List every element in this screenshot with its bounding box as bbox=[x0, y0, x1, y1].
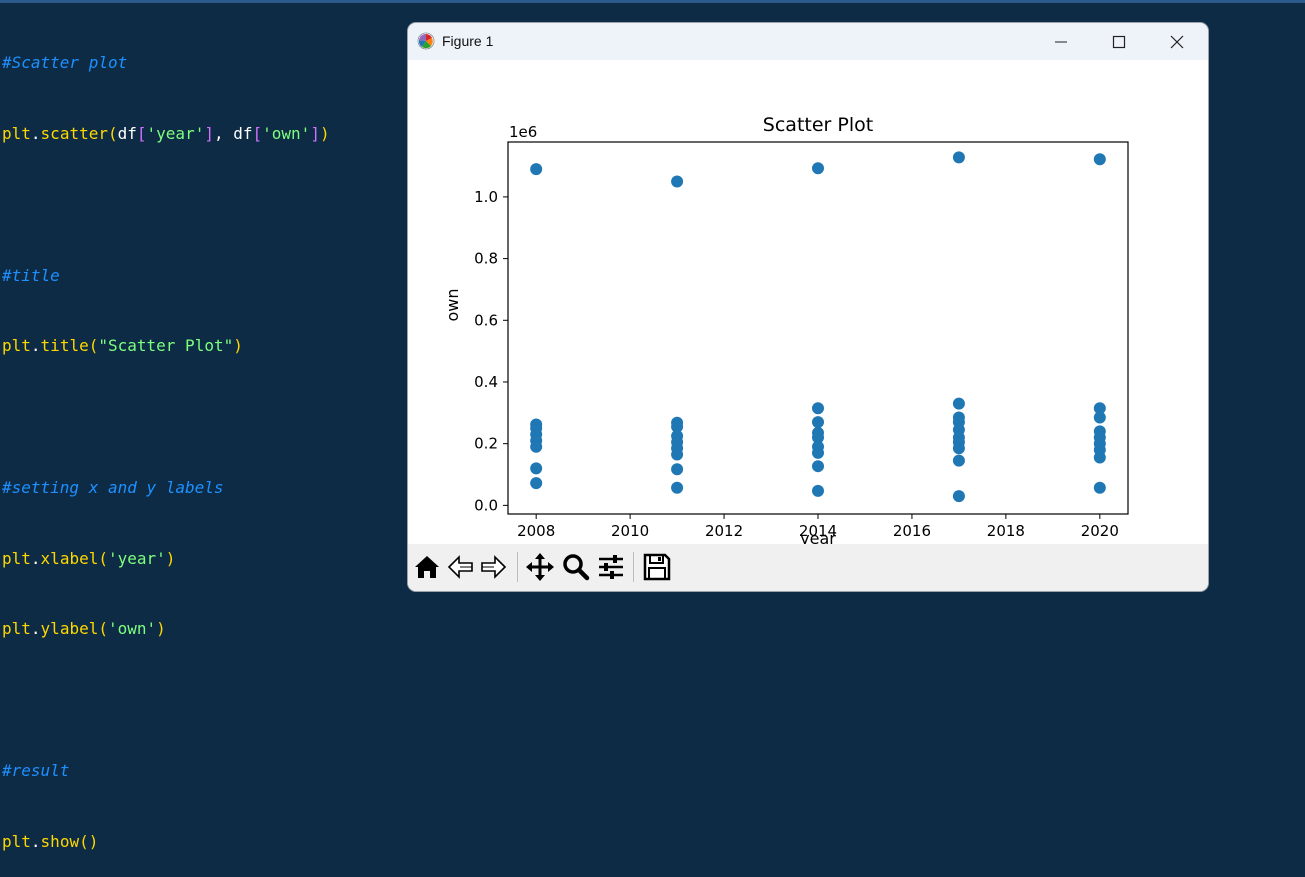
home-icon bbox=[415, 556, 439, 578]
scatter-point bbox=[812, 446, 824, 459]
scatter-point bbox=[812, 402, 824, 415]
scatter-point bbox=[671, 420, 684, 433]
close-icon bbox=[1170, 35, 1184, 49]
code-line bbox=[0, 193, 400, 217]
scatter-point bbox=[812, 431, 824, 444]
title-bar[interactable]: Figure 1 bbox=[408, 23, 1208, 60]
plot-canvas[interactable]: Scatter Plot 1e6 year own 2008 2010 2012 20… bbox=[408, 60, 1208, 544]
scatter-point bbox=[671, 448, 684, 461]
scatter-point bbox=[530, 477, 543, 490]
scatter-point bbox=[952, 490, 965, 503]
scatter-point bbox=[530, 462, 543, 475]
scatter-point bbox=[530, 440, 543, 453]
scatter-point bbox=[1093, 411, 1106, 424]
forward-button[interactable] bbox=[478, 552, 508, 582]
scatter-point bbox=[1093, 481, 1106, 494]
scatter-point bbox=[952, 442, 965, 455]
code-line: #title bbox=[2, 265, 60, 285]
scatter-point bbox=[671, 463, 684, 476]
scatter-point bbox=[812, 416, 824, 429]
y-tick-label: 1.0 bbox=[474, 188, 498, 206]
forward-icon bbox=[481, 555, 507, 579]
y-tick-label: 0.4 bbox=[474, 373, 498, 391]
minimize-icon bbox=[1055, 41, 1067, 43]
y-tick-label: 0.6 bbox=[474, 311, 498, 329]
code-line: #result bbox=[2, 761, 70, 780]
navigation-toolbar bbox=[408, 544, 1208, 591]
code-line: plt.ylabel('own') bbox=[2, 619, 166, 639]
scatter-point bbox=[812, 162, 824, 175]
offset-label: 1e6 bbox=[509, 123, 537, 141]
scatter-point bbox=[671, 481, 684, 494]
code-line bbox=[0, 688, 400, 712]
x-tick-label: 2010 bbox=[611, 522, 649, 540]
scatter-point bbox=[1093, 451, 1106, 464]
code-editor[interactable]: #Scatter plot plt.scatter(df['year'], df… bbox=[0, 4, 400, 851]
scatter-point bbox=[1093, 402, 1106, 415]
top-border bbox=[0, 0, 1305, 3]
scatter-point bbox=[952, 454, 965, 467]
back-button[interactable] bbox=[446, 552, 476, 582]
x-axis-label: year bbox=[800, 529, 836, 544]
zoom-icon bbox=[563, 554, 590, 581]
x-tick-label: 2012 bbox=[705, 522, 743, 540]
configure-subplots-icon bbox=[599, 555, 623, 579]
code-line: plt.title("Scatter Plot") bbox=[2, 336, 243, 356]
x-tick-label: 2016 bbox=[893, 522, 931, 540]
axes-frame bbox=[507, 141, 1129, 515]
scatter-point bbox=[952, 151, 965, 164]
code-line bbox=[0, 405, 400, 429]
scatter-point bbox=[671, 175, 684, 188]
scatter-chart: Scatter Plot 1e6 year own 2008 2010 2012 20… bbox=[443, 114, 1129, 544]
scatter-point bbox=[952, 397, 965, 410]
save-button[interactable] bbox=[642, 552, 672, 582]
matplotlib-icon bbox=[417, 32, 435, 50]
y-tick-label: 0.2 bbox=[474, 435, 498, 453]
y-axis-label: own bbox=[443, 288, 462, 321]
pan-icon bbox=[526, 553, 554, 581]
window-title: Figure 1 bbox=[442, 33, 494, 49]
configure-subplots-button[interactable] bbox=[596, 552, 626, 582]
code-line: #setting x and y labels bbox=[2, 477, 224, 497]
code-line: plt.scatter(df['year'], df['own']) bbox=[2, 123, 330, 143]
scatter-point bbox=[1093, 153, 1106, 166]
scatter-point bbox=[812, 460, 824, 473]
y-tick-label: 0.0 bbox=[474, 496, 498, 514]
figure-window: Figure 1 Scatter Plot 1e6 year own 2008 2… bbox=[408, 23, 1208, 591]
x-tick-label: 2018 bbox=[987, 522, 1025, 540]
scatter-point bbox=[530, 163, 543, 176]
x-tick-label: 2020 bbox=[1081, 522, 1119, 540]
save-icon bbox=[643, 553, 671, 581]
x-tick-label: 2008 bbox=[517, 522, 555, 540]
close-button[interactable] bbox=[1154, 23, 1200, 60]
code-line: #Scatter plot bbox=[2, 53, 128, 73]
maximize-button[interactable] bbox=[1096, 23, 1142, 60]
home-button[interactable] bbox=[412, 552, 442, 582]
pan-button[interactable] bbox=[525, 552, 555, 582]
chart-title: Scatter Plot bbox=[763, 114, 873, 136]
zoom-button[interactable] bbox=[561, 552, 591, 582]
y-tick-label: 0.8 bbox=[474, 250, 498, 268]
maximize-icon bbox=[1112, 35, 1126, 49]
back-icon bbox=[447, 555, 473, 579]
x-tick-label: 2014 bbox=[799, 522, 837, 540]
minimize-button[interactable] bbox=[1038, 23, 1084, 60]
toolbar-separator bbox=[633, 552, 634, 582]
code-line: plt.xlabel('year') bbox=[2, 548, 176, 568]
toolbar-separator bbox=[517, 552, 518, 582]
scatter-point bbox=[812, 484, 824, 497]
code-line: plt.show() bbox=[2, 831, 99, 851]
